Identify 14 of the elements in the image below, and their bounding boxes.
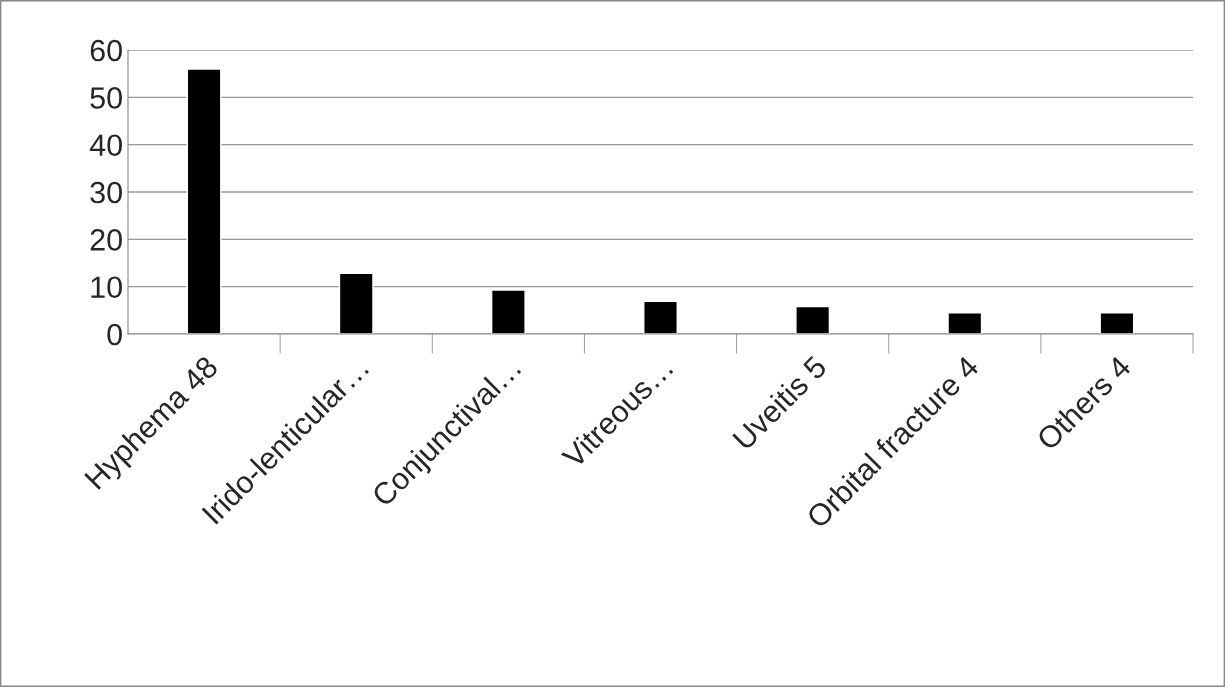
bar — [795, 305, 831, 334]
bar — [490, 289, 526, 334]
y-tick-label: 20 — [90, 229, 122, 251]
y-tick-label: 10 — [91, 276, 122, 299]
y-tick-label: 50 — [90, 87, 122, 109]
y-tick-label: 40 — [89, 134, 122, 157]
y-tick-label: 30 — [90, 181, 122, 204]
bar — [338, 272, 374, 334]
bar — [186, 68, 222, 334]
y-tick-label: 0 — [107, 323, 122, 346]
bar — [947, 312, 983, 334]
bar — [643, 300, 678, 334]
bar — [1099, 312, 1135, 334]
y-tick-label: 60 — [90, 39, 122, 62]
